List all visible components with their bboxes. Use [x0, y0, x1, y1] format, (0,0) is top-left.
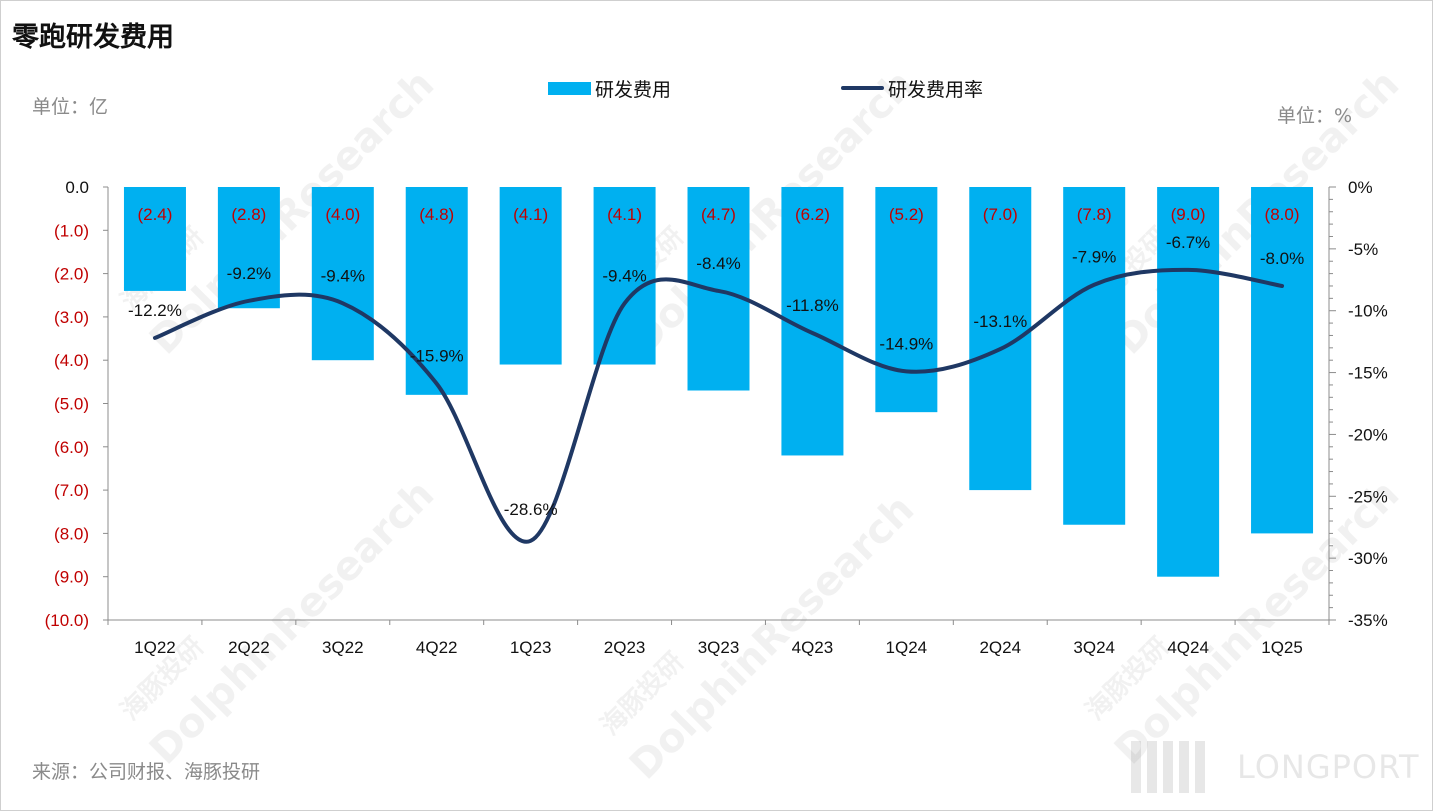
- right-axis-tick-label: 0%: [1348, 178, 1373, 197]
- bar-data-label: (4.0): [325, 205, 360, 224]
- x-axis-tick-label: 4Q22: [416, 638, 458, 657]
- line-data-label: -13.1%: [973, 312, 1027, 331]
- bar-3Q24: [1063, 187, 1126, 525]
- legend-label-bar: 研发费用: [595, 78, 672, 101]
- page-title: 零跑研发费用: [12, 22, 174, 53]
- x-axis-tick-label: 1Q25: [1261, 638, 1303, 657]
- right-axis-unit: 单位：%: [1277, 105, 1353, 127]
- right-axis-tick-label: -15%: [1348, 364, 1388, 383]
- bar-data-label: (2.8): [231, 205, 266, 224]
- legend-item-line: 研发费用率: [841, 76, 984, 101]
- line-data-label: -15.9%: [410, 347, 464, 366]
- line-data-label: -9.2%: [227, 264, 271, 283]
- left-axis-tick-label: (3.0): [54, 308, 89, 327]
- left-axis-tick-label: (1.0): [54, 221, 89, 240]
- left-axis-tick-label: (8.0): [54, 524, 89, 543]
- line-data-label: -12.2%: [128, 301, 182, 320]
- legend-swatch-bar: [548, 81, 591, 95]
- line-data-label: -9.4%: [602, 266, 646, 285]
- source-note: 来源：公司财报、海豚投研: [32, 761, 261, 783]
- legend-label-line: 研发费用率: [888, 78, 984, 101]
- bar-data-label: (8.0): [1265, 205, 1300, 224]
- bar-4Q24: [1157, 187, 1220, 577]
- bar-data-label: (4.1): [513, 205, 548, 224]
- bar-1Q23: [499, 187, 562, 365]
- brand-logo-mark: [1131, 741, 1211, 793]
- brand-logo-text: LONGPORT: [1237, 748, 1420, 786]
- bar-data-label: (4.7): [701, 205, 736, 224]
- right-axis-tick-label: -30%: [1348, 549, 1388, 568]
- bar-2Q24: [969, 187, 1032, 491]
- left-axis-tick-label: (10.0): [45, 611, 89, 630]
- x-axis-tick-label: 4Q24: [1167, 638, 1209, 657]
- left-axis-tick-label: (5.0): [54, 395, 89, 414]
- bar-1Q25: [1251, 187, 1314, 534]
- x-axis-tick-label: 2Q23: [604, 638, 646, 657]
- left-axis-unit: 单位：亿: [32, 96, 109, 118]
- bar-2Q22: [217, 187, 280, 309]
- legend-item-bar: 研发费用: [548, 76, 672, 101]
- bar-data-label: (7.8): [1077, 205, 1112, 224]
- brand-logo: LONGPORT: [1131, 741, 1420, 793]
- x-axis-tick-label: 1Q23: [510, 638, 552, 657]
- right-axis-tick-label: -35%: [1348, 611, 1388, 630]
- line-data-label: -7.9%: [1072, 248, 1116, 267]
- left-axis-tick-label: (6.0): [54, 438, 89, 457]
- bar-data-label: (2.4): [137, 205, 172, 224]
- bar-data-label: (4.1): [607, 205, 642, 224]
- x-axis-tick-label: 4Q23: [792, 638, 834, 657]
- x-axis-tick-label: 3Q23: [698, 638, 740, 657]
- right-axis-tick-label: -25%: [1348, 487, 1388, 506]
- bar-data-label: (9.0): [1171, 205, 1206, 224]
- line-data-label: -9.4%: [321, 266, 365, 285]
- rate-line: [152, 267, 1285, 544]
- bar-2Q23: [593, 187, 656, 365]
- left-axis-tick-label: (9.0): [54, 568, 89, 587]
- bar-1Q24: [875, 187, 938, 413]
- bar-3Q23: [687, 187, 750, 391]
- line-data-label: -14.9%: [879, 334, 933, 353]
- left-axis-tick-label: (2.0): [54, 265, 89, 284]
- legend-swatch-line: [841, 86, 884, 90]
- line-data-label: -6.7%: [1166, 233, 1210, 252]
- left-axis-tick-label: (4.0): [54, 351, 89, 370]
- x-axis-tick-label: 3Q22: [322, 638, 364, 657]
- left-axis-tick-label: 0.0: [65, 178, 89, 197]
- bar-data-label: (5.2): [889, 205, 924, 224]
- line-data-label: -11.8%: [786, 296, 839, 315]
- right-axis-tick-label: -10%: [1348, 302, 1388, 321]
- line-data-label: -8.4%: [696, 254, 740, 273]
- bar-data-label: (7.0): [983, 205, 1018, 224]
- right-axis-tick-label: -5%: [1348, 240, 1378, 259]
- left-axis-tick-label: (7.0): [54, 481, 89, 500]
- x-axis-tick-label: 1Q22: [134, 638, 176, 657]
- x-axis-tick-label: 3Q24: [1073, 638, 1115, 657]
- bar-data-label: (6.2): [795, 205, 830, 224]
- bar-1Q22: [123, 187, 186, 291]
- line-data-label: -8.0%: [1260, 249, 1304, 268]
- bar-data-label: (4.8): [419, 205, 454, 224]
- right-axis-tick-label: -20%: [1348, 425, 1388, 444]
- x-axis-tick-label: 2Q24: [979, 638, 1021, 657]
- x-axis-tick-label: 1Q24: [886, 638, 928, 657]
- line-data-label: -28.6%: [504, 500, 558, 519]
- bar-3Q22: [311, 187, 374, 361]
- x-axis-tick-label: 2Q22: [228, 638, 270, 657]
